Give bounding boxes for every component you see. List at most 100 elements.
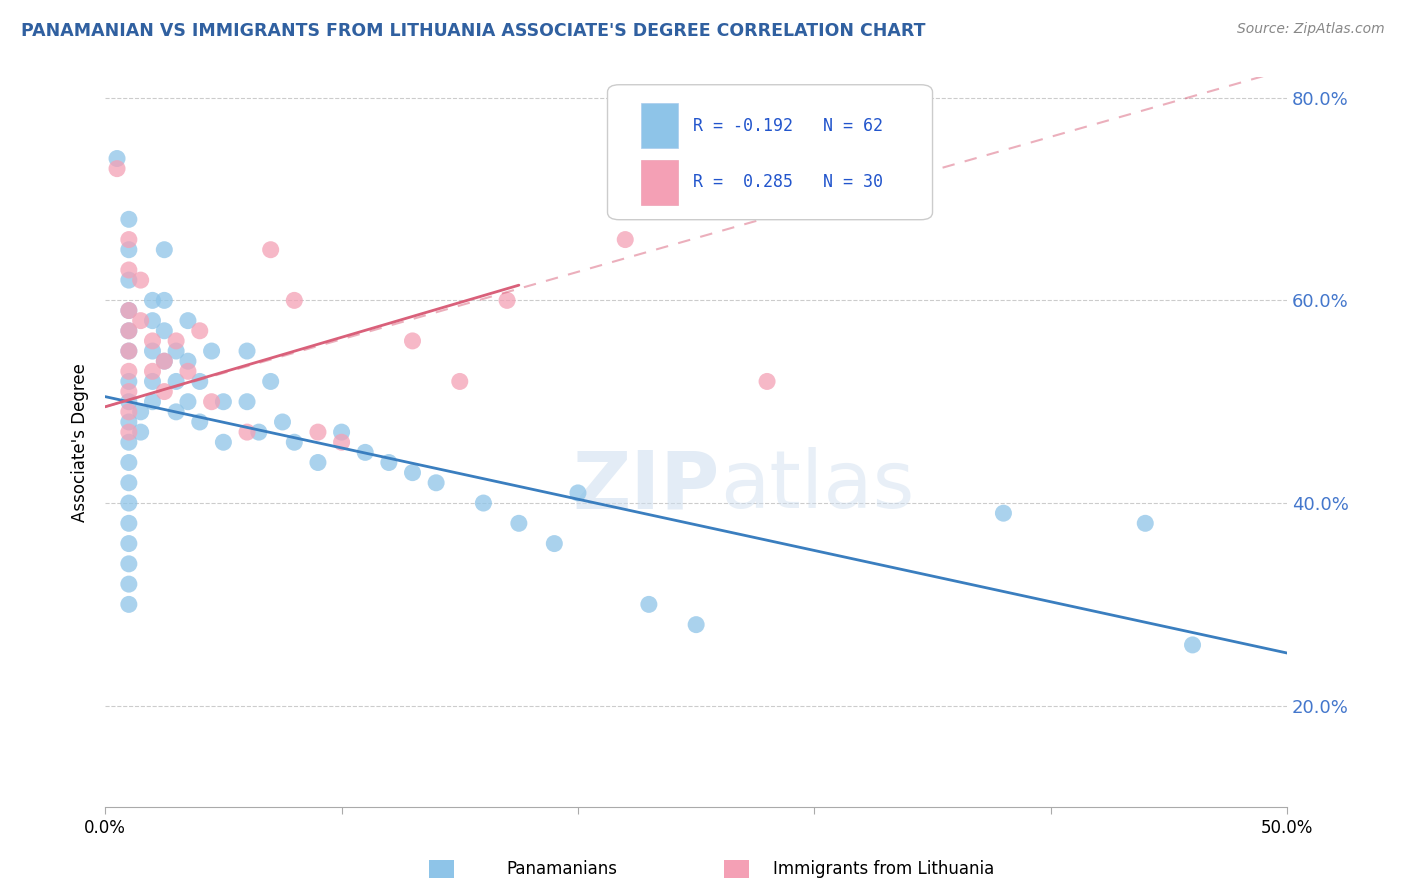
Point [141,334,163,348]
Text: Source: ZipAtlas.com: Source: ZipAtlas.com [1237,22,1385,37]
Point [118,303,141,318]
Point [449,375,471,389]
Point [118,324,141,338]
Point [129,405,152,419]
Text: R = -0.192   N = 62: R = -0.192 N = 62 [693,117,883,135]
Point [118,557,141,571]
Point [177,313,200,327]
FancyBboxPatch shape [607,85,932,219]
Point [118,536,141,550]
Point [188,324,211,338]
Point [165,405,187,419]
Point [118,415,141,429]
Point [260,243,283,257]
Point [129,313,152,327]
Point [118,394,141,409]
Point [354,445,377,459]
Point [129,273,152,287]
Point [153,384,176,399]
Point [188,415,211,429]
Point [283,435,305,450]
Point [141,364,163,378]
Text: R =  0.285   N = 30: R = 0.285 N = 30 [693,173,883,191]
Text: Panamanians: Panamanians [506,860,617,878]
Point [756,375,779,389]
Point [118,516,141,531]
Point [283,293,305,308]
Point [141,293,163,308]
Point [330,425,353,439]
Point [496,293,519,308]
Point [508,516,530,531]
Point [614,233,637,247]
Point [118,375,141,389]
Point [177,364,200,378]
Point [401,466,423,480]
Point [378,456,401,470]
Point [118,212,141,227]
Point [236,344,259,359]
Point [141,344,163,359]
Point [118,475,141,490]
Point [141,313,163,327]
Point [153,243,176,257]
Point [236,425,259,439]
Point [118,405,141,419]
Point [118,344,141,359]
Point [118,303,141,318]
Point [1135,516,1157,531]
Bar [641,103,679,148]
Y-axis label: Associate's Degree: Associate's Degree [72,363,89,522]
Point [153,354,176,368]
Point [118,273,141,287]
Point [200,394,222,409]
Point [177,354,200,368]
Bar [641,160,679,205]
Point [141,375,163,389]
Point [118,364,141,378]
Point [118,435,141,450]
Point [165,375,187,389]
Point [118,384,141,399]
Point [993,506,1015,520]
Text: Immigrants from Lithuania: Immigrants from Lithuania [773,860,994,878]
Point [567,486,589,500]
Point [165,344,187,359]
Point [118,233,141,247]
Point [177,394,200,409]
Point [153,324,176,338]
Point [118,456,141,470]
Point [118,425,141,439]
Point [118,263,141,277]
Point [105,152,128,166]
Point [165,334,187,348]
Point [141,394,163,409]
Point [638,598,661,612]
Point [472,496,495,510]
Point [425,475,447,490]
Point [118,577,141,591]
Point [118,496,141,510]
Point [247,425,270,439]
Point [260,375,283,389]
Point [212,394,235,409]
Point [200,344,222,359]
Point [236,394,259,409]
Point [271,415,294,429]
Point [1181,638,1204,652]
Point [105,161,128,176]
Point [685,617,707,632]
Point [129,425,152,439]
Text: PANAMANIAN VS IMMIGRANTS FROM LITHUANIA ASSOCIATE'S DEGREE CORRELATION CHART: PANAMANIAN VS IMMIGRANTS FROM LITHUANIA … [21,22,925,40]
Point [401,334,423,348]
Point [118,243,141,257]
Point [118,344,141,359]
Point [118,324,141,338]
Point [307,425,329,439]
Point [307,456,329,470]
Text: atlas: atlas [720,447,914,525]
Point [543,536,565,550]
Point [188,375,211,389]
Point [212,435,235,450]
Point [153,354,176,368]
